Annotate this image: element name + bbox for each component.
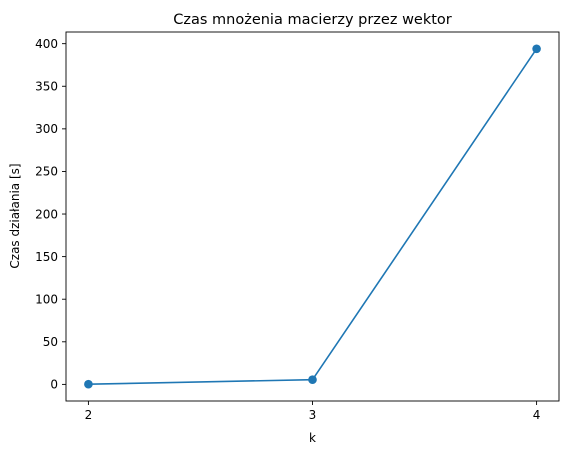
data-point (84, 379, 93, 389)
y-tick-label: 0 (50, 378, 58, 392)
y-tick-label: 200 (35, 207, 58, 221)
y-tick-label: 300 (35, 122, 58, 136)
x-tick-label: 3 (309, 408, 317, 422)
y-tick-label: 350 (35, 80, 58, 94)
x-axis-label: k (309, 431, 316, 445)
x-tick-label: 2 (85, 408, 93, 422)
data-point (308, 375, 317, 385)
x-tick-label: 4 (533, 408, 541, 422)
y-tick-label: 100 (35, 293, 58, 307)
y-axis-label: Czas działania [s] (8, 163, 22, 268)
y-tick-label: 150 (35, 250, 58, 264)
plot-area: 2 3 4 0 50 100 150 200 250 300 350 400 (35, 31, 560, 422)
y-tick-label: 400 (35, 37, 58, 51)
y-tick-label: 50 (43, 335, 58, 349)
chart-title: Czas mnożenia macierzy przez wektor (173, 12, 452, 28)
data-point (532, 44, 541, 54)
y-tick-label: 250 (35, 165, 58, 179)
